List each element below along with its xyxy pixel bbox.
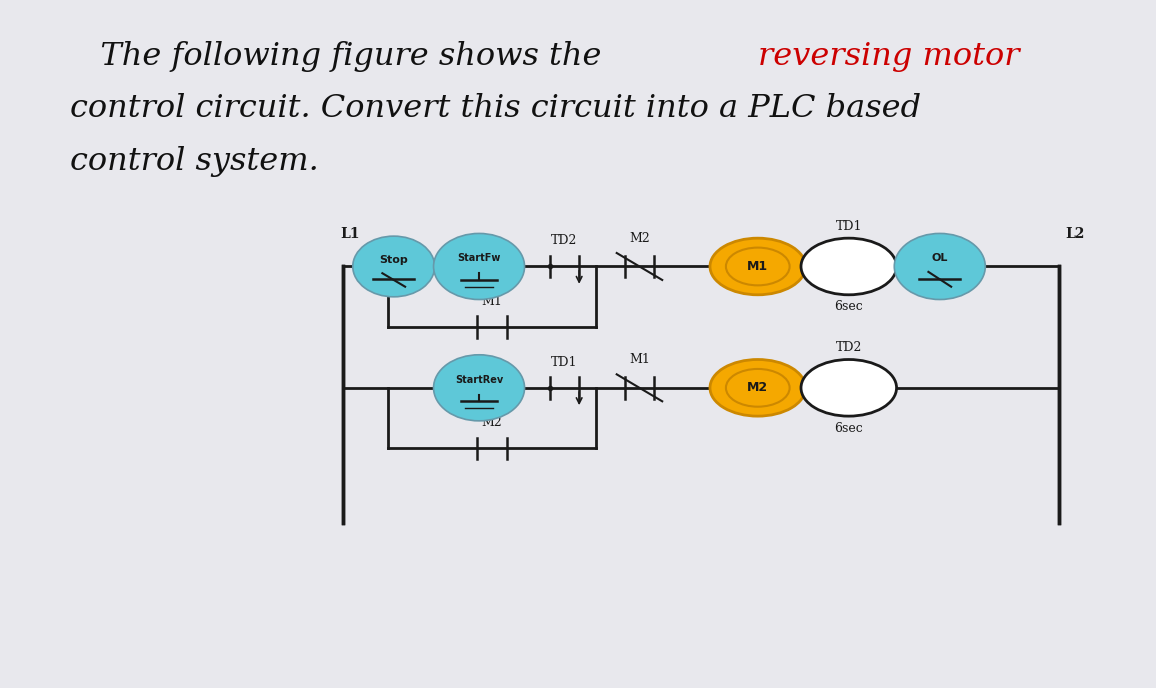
Text: StartRev: StartRev (455, 375, 503, 385)
Text: M1: M1 (482, 295, 503, 308)
Circle shape (801, 360, 897, 416)
Text: The following figure shows the: The following figure shows the (69, 41, 612, 72)
Text: control circuit. Convert this circuit into a PLC based: control circuit. Convert this circuit in… (69, 94, 920, 125)
Text: control system.: control system. (69, 146, 318, 177)
Circle shape (801, 238, 897, 294)
Text: L1: L1 (340, 227, 360, 241)
Text: TD1: TD1 (551, 356, 578, 369)
Text: TD2: TD2 (836, 341, 862, 354)
Text: 6sec: 6sec (835, 422, 864, 435)
Text: Stop: Stop (379, 255, 408, 265)
Circle shape (710, 360, 806, 416)
Text: M2: M2 (629, 232, 650, 245)
Circle shape (710, 238, 806, 294)
Text: M1: M1 (629, 353, 650, 366)
Text: TD1: TD1 (836, 219, 862, 233)
Text: M1: M1 (747, 260, 769, 273)
Text: TD2: TD2 (551, 235, 578, 248)
Ellipse shape (434, 355, 525, 421)
Text: reversing motor: reversing motor (758, 41, 1020, 72)
Ellipse shape (895, 233, 985, 299)
Text: OL: OL (932, 253, 948, 264)
Text: M2: M2 (482, 416, 503, 429)
Ellipse shape (353, 236, 435, 297)
Text: StartFw: StartFw (458, 253, 501, 264)
Ellipse shape (434, 233, 525, 299)
Text: 6sec: 6sec (835, 301, 864, 314)
Text: M2: M2 (747, 381, 769, 394)
Text: L2: L2 (1065, 227, 1084, 241)
